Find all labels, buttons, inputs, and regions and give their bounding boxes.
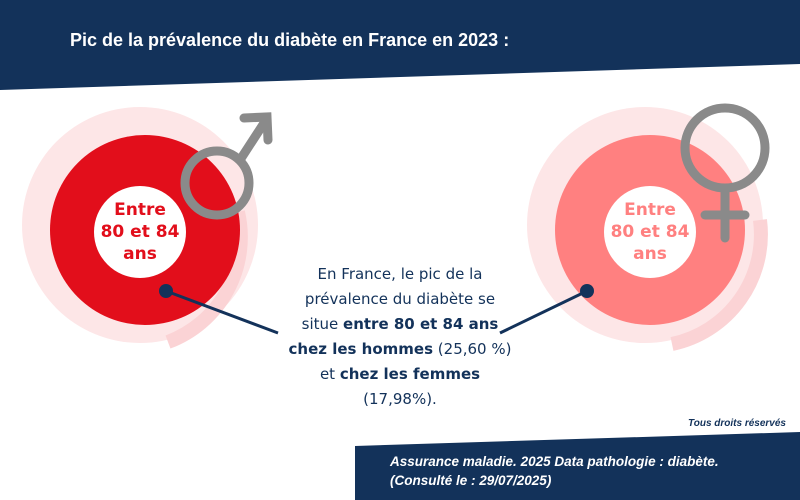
desc-line: En France, le pic de la bbox=[317, 265, 483, 283]
men-label-line: ans bbox=[123, 244, 157, 264]
men-label-line: Entre bbox=[114, 200, 166, 220]
women-label-line: 80 et 84 bbox=[610, 222, 690, 242]
desc-line: (25,60 %) bbox=[433, 340, 512, 358]
page-title: Pic de la prévalence du diabète en Franc… bbox=[70, 30, 510, 50]
men-connector-dot bbox=[159, 284, 173, 298]
desc-line: (17,98%). bbox=[363, 390, 437, 408]
women-connector-dot bbox=[580, 284, 594, 298]
men-arc bbox=[165, 210, 248, 349]
desc-emphasis: chez les femmes bbox=[339, 365, 481, 383]
desc-line: prévalence du diabète se bbox=[304, 290, 496, 308]
men-connector bbox=[165, 289, 279, 335]
female-symbol-icon bbox=[680, 103, 770, 243]
footer-band bbox=[355, 432, 800, 500]
women-arc bbox=[670, 219, 768, 351]
desc-line: situe bbox=[301, 315, 344, 333]
desc-line: et bbox=[319, 365, 340, 383]
desc-emphasis: entre 80 et 84 ans bbox=[343, 315, 499, 333]
source-citation: Assurance maladie. 2025 Data pathologie … bbox=[390, 452, 719, 490]
women-connector bbox=[499, 289, 588, 335]
women-label-line: Entre bbox=[624, 200, 676, 220]
description-text: En France, le pic de la prévalence du di… bbox=[250, 262, 550, 412]
male-symbol-icon bbox=[180, 112, 273, 220]
desc-emphasis: chez les hommes bbox=[288, 340, 434, 358]
men-age-label: Entre 80 et 84 ans bbox=[94, 186, 186, 278]
men-label-line: 80 et 84 bbox=[100, 222, 180, 242]
women-age-label: Entre 80 et 84 ans bbox=[604, 186, 696, 278]
women-label-line: ans bbox=[633, 244, 667, 264]
copyright-notice: Tous droits réservés bbox=[687, 418, 786, 429]
source-line: Assurance maladie. 2025 Data pathologie … bbox=[390, 454, 719, 469]
header-band bbox=[0, 0, 800, 90]
source-line: (Consulté le : 29/07/2025) bbox=[390, 473, 552, 488]
